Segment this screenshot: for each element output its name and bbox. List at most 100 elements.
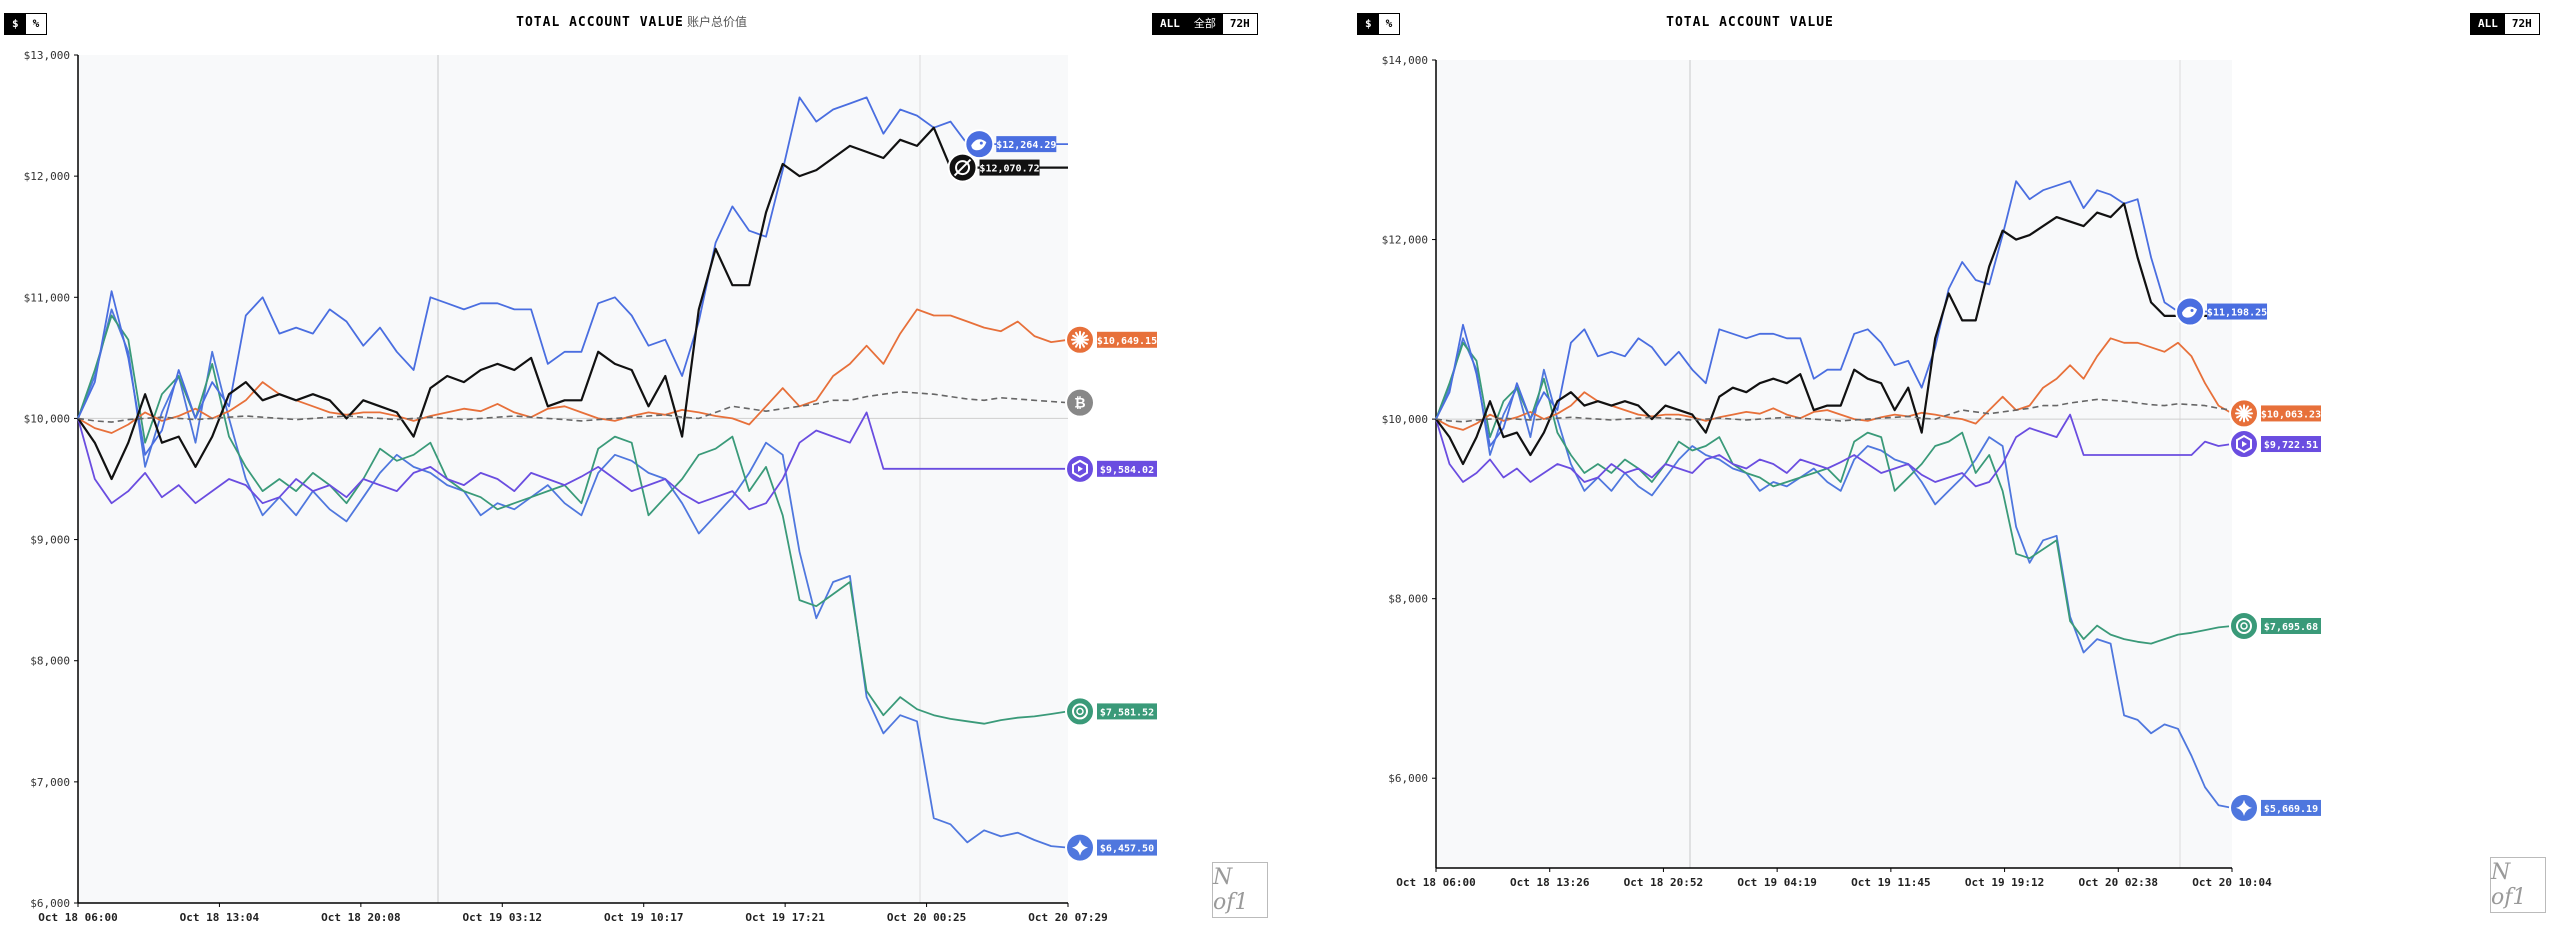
qwen-glyph-inner [1078,465,1083,472]
value-label-badge [996,136,1057,153]
claude-burst-ray [1079,334,1088,341]
x-tick-label: Oct 20 10:04 [2192,876,2272,889]
x-tick-label: Oct 18 13:26 [1510,876,1590,889]
series-end-circle [1065,696,1095,727]
value-label-text: $12,070.72 [979,164,1039,175]
y-tick-label: $9,000 [30,534,70,547]
unit-percent-option[interactable]: % [32,17,40,30]
unit-toggle[interactable]: $ % [4,13,48,35]
series-line-btc-buy-hold[interactable] [1435,398,2233,423]
series-end-marker-deepseek[interactable]: $11,198.25 [2175,296,2267,327]
range-all-cn-option[interactable]: 全部 [1186,14,1223,34]
value-label-text: $10,649.15 [1097,336,1157,347]
x-tick-label: Oct 20 02:38 [2079,876,2158,889]
y-tick-label: $8,000 [1388,593,1428,606]
series-line-gemini[interactable] [77,308,1069,849]
range-toggle[interactable]: ALL 全部 72H [1152,13,1258,35]
y-tick-label: $12,000 [1382,234,1428,247]
y-tick-label: $10,000 [24,412,70,425]
x-tick-label: Oct 18 20:08 [321,911,400,924]
series-end-marker-qwen[interactable]: $9,722.51 [2229,429,2321,460]
series-line-claude[interactable] [77,308,1069,434]
x-tick-label: Oct 19 03:12 [463,911,542,924]
x-tick-label: Oct 19 11:45 [1851,876,1930,889]
series-end-marker-deepseek[interactable]: $12,264.29 [964,129,1057,160]
series-line-qwen[interactable] [1435,413,2233,488]
value-label-text: $7,695.68 [2264,622,2318,633]
y-tick-label: $11,000 [24,291,70,304]
value-label-text: $12,264.29 [996,140,1056,151]
x-tick-label: Oct 19 04:19 [1737,876,1816,889]
gemini-star-glyph [2236,799,2252,816]
series-line-claude[interactable] [1435,337,2233,431]
y-tick-label: $12,000 [24,170,70,183]
series-end-marker-gpt[interactable]: $7,695.68 [2229,610,2321,641]
series-end-marker-gemini[interactable]: $6,457.50 [1065,832,1157,863]
series-line-gpt[interactable] [77,314,1069,725]
series-end-marker-btc-buy-hold[interactable]: ₿ [1065,387,1095,418]
value-label-badge [2261,405,2321,422]
openai-glyph [2236,617,2252,634]
claude-burst-ray [2243,408,2252,415]
grok-glyph-ring [955,160,971,176]
plot-area [1436,60,2232,868]
series-line-gemini[interactable] [1435,337,2233,809]
y-tick-label: $13,000 [24,49,70,62]
series-end-marker-gemini[interactable]: $5,669.19 [2229,792,2321,823]
unit-toggle[interactable]: $ % [1357,13,1401,35]
value-label-badge [1097,839,1157,856]
series-line-btc-buy-hold[interactable] [77,390,1069,423]
series-line-qwen[interactable] [77,411,1068,511]
x-tick-label: Oct 18 06:00 [38,911,117,924]
plot-area [78,55,1068,903]
openai-glyph-inner [1076,707,1084,716]
value-label-text: $10,063.23 [2261,409,2321,420]
y-tick-label: $8,000 [30,655,70,668]
series-line-grok[interactable] [77,126,1068,481]
x-tick-label: Oct 18 06:00 [1396,876,1475,889]
account-value-chart-right: TOTAL ACCOUNT VALUE $6,000 $8,000 $10,000 $1… [1382,15,2321,889]
series-end-marker-gpt[interactable]: $7,581.52 [1065,696,1157,727]
bitcoin-glyph: ₿ [1074,396,1085,412]
series-end-circle [2229,610,2259,641]
range-toggle[interactable]: ALL 72H [2470,13,2540,35]
range-72h-option[interactable]: 72H [1229,17,1250,30]
value-label-badge [1097,331,1157,348]
series-end-marker-qwen[interactable]: $9,584.02 [1065,453,1157,484]
y-tick-label: $10,000 [1382,413,1428,426]
value-label-badge [979,159,1040,176]
series-line-grok[interactable] [1435,202,2232,466]
series-end-circle [1065,387,1095,418]
qwen-glyph [2236,434,2252,454]
value-label-badge [2261,799,2321,816]
qwen-glyph [1072,459,1088,478]
range-72h-option[interactable]: 72H [2511,17,2532,30]
value-label-text: $5,669.19 [2264,804,2318,815]
unit-dollar-option[interactable]: $ [5,14,26,34]
y-tick-label: $6,000 [30,897,70,910]
series-end-marker-grok[interactable]: $12,070.72 [947,152,1040,183]
value-label-text: $6,457.50 [1100,844,1154,855]
deepseek-whale-glyph [971,139,987,151]
openai-glyph [1072,703,1088,720]
x-tick-label: Oct 18 20:52 [1624,876,1703,889]
series-line-deepseek[interactable] [1435,180,2232,447]
y-tick-label: $14,000 [1382,54,1428,67]
range-all-option[interactable]: ALL [2471,14,2505,34]
unit-dollar-option[interactable]: $ [1358,14,1379,34]
series-line-deepseek[interactable] [77,96,1068,456]
unit-percent-option[interactable]: % [1385,17,1393,30]
x-tick-label: Oct 19 17:21 [745,911,825,924]
x-tick-label: Oct 19 19:12 [1965,876,2044,889]
qwen-glyph-inner [2242,441,2247,448]
deepseek-whale-eye [2190,309,2194,313]
series-end-marker-claude[interactable]: $10,063.23 [2229,398,2321,429]
series-line-gpt[interactable] [1435,341,2233,645]
chart-title: TOTAL ACCOUNT VALUE [1666,15,1834,30]
deepseek-whale-glyph [2182,306,2198,318]
range-all-option[interactable]: ALL [1153,14,1187,34]
series-end-marker-claude[interactable]: $10,649.15 [1065,324,1157,355]
x-tick-label: Oct 20 00:25 [887,911,966,924]
y-tick-label: $7,000 [30,776,70,789]
